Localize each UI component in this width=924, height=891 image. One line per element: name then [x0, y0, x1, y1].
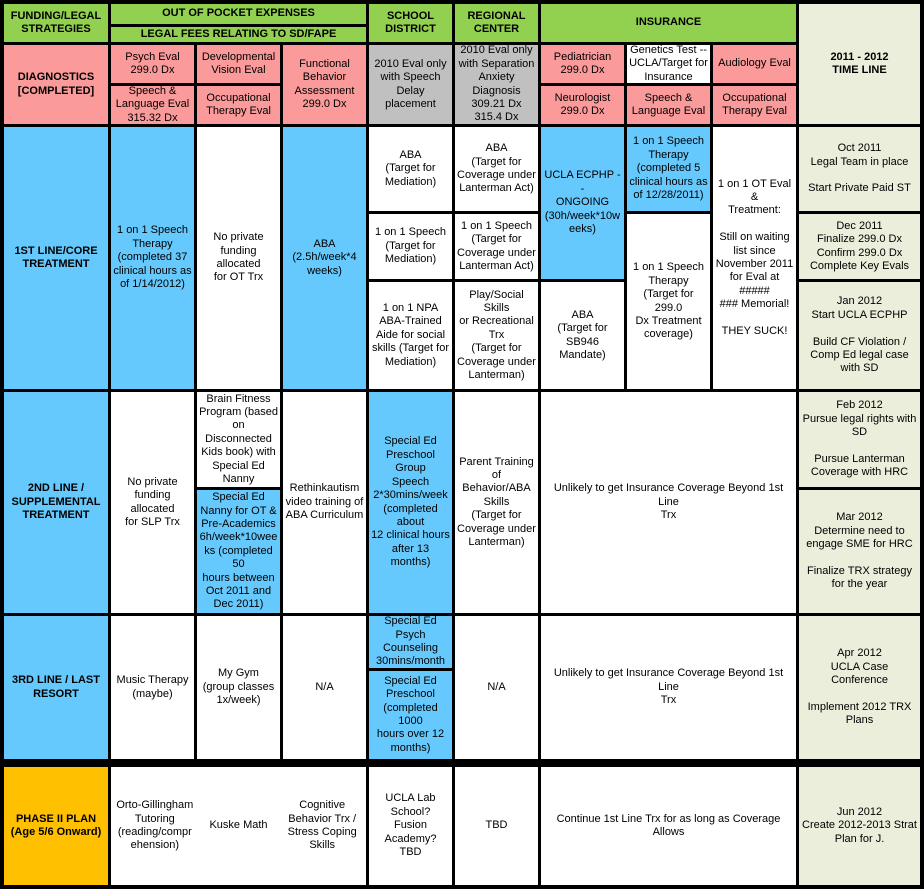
cell-occupational-therapy-eval: Occupational Therapy Eval: [197, 86, 280, 124]
cell-pediatrician: Pediatrician 299.0 Dx: [541, 45, 624, 83]
cell-1on1-speech-therapy-37hrs: 1 on 1 Speech Therapy (completed 37 clin…: [111, 127, 194, 389]
header-legal-fees-sd-fape: LEGAL FEES RELATING TO SD/FAPE: [111, 27, 366, 42]
cell-music-therapy: Music Therapy (maybe): [111, 616, 194, 759]
cell-cognitive-behavior-trx: Cognitive Behavior Trx / Stress Coping S…: [287, 799, 357, 852]
timeline-dec-2011: Dec 2011 Finalize 299.0 Dx Confirm 299.0…: [799, 214, 920, 279]
cell-ins-unlikely-coverage-3rd: Unlikely to get Insurance Coverage Beyon…: [541, 616, 796, 759]
timeline-jan-2012: Jan 2012 Start UCLA ECPHP Build CF Viola…: [799, 282, 920, 389]
cell-sd-phase2-schools: UCLA Lab School? Fusion Academy? TBD: [369, 767, 452, 885]
row-label-3rd-line-last-resort: 3RD LINE / LAST RESORT: [4, 616, 108, 759]
cell-rethinkautism-training: Rethinkautism video training of ABA Curr…: [283, 392, 366, 613]
cell-ins-aba-sb946: ABA (Target for SB946 Mandate): [541, 282, 624, 389]
cell-my-gym: My Gym (group classes 1x/week): [197, 616, 280, 759]
cell-ins-occupational-therapy-eval: Occupational Therapy Eval: [713, 86, 796, 124]
cell-rc-2010-eval-separation-anxiety: 2010 Eval only with Separation Anxiety D…: [455, 45, 538, 124]
cell-rc-aba-lanterman: ABA (Target for Coverage under Lanterman…: [455, 127, 538, 211]
cell-psych-eval: Psych Eval 299.0 Dx: [111, 45, 194, 83]
cell-sd-npa-aba-aide: 1 on 1 NPA ABA-Trained Aide for social s…: [369, 282, 452, 389]
header-timeline-2011-2012: 2011 - 2012 TIME LINE: [799, 4, 920, 124]
cell-audiology-eval: Audiology Eval: [713, 45, 796, 83]
cell-sd-special-ed-preschool: Special Ed Preschool (completed 1000 hou…: [369, 671, 452, 759]
cell-rc-na: N/A: [455, 616, 538, 759]
cell-functional-behavior-assessment: Functional Behavior Assessment 299.0 Dx: [283, 45, 366, 124]
header-regional-center: REGIONAL CENTER: [455, 4, 538, 42]
header-school-district: SCHOOL DISTRICT: [369, 4, 452, 42]
row-label-1st-line-core: 1ST LINE/CORE TREATMENT: [4, 127, 108, 389]
cell-sd-speech-mediation: 1 on 1 Speech (Target for Mediation): [369, 214, 452, 279]
cell-sd-aba-mediation: ABA (Target for Mediation): [369, 127, 452, 211]
timeline-jun-2012: Jun 2012 Create 2012-2013 Strat Plan for…: [799, 767, 920, 885]
cell-ucla-ecphp-ongoing: UCLA ECPHP -- ONGOING (30h/week*10weeks): [541, 127, 624, 279]
header-funding-legal-strategies: FUNDING/LEGAL STRATEGIES: [4, 4, 108, 42]
cell-rc-speech-lanterman: 1 on 1 Speech (Target for Coverage under…: [455, 214, 538, 279]
cell-ins-speech-target-299: 1 on 1 Speech Therapy (Target for 299.0 …: [627, 214, 710, 389]
cell-sd-2010-eval-speech-delay: 2010 Eval only with Speech Delay placeme…: [369, 45, 452, 124]
timeline-oct-2011: Oct 2011 Legal Team in place Start Priva…: [799, 127, 920, 211]
cell-sd-preschool-group-speech: Special Ed Preschool Group Speech 2*30mi…: [369, 392, 452, 613]
timeline-apr-2012: Apr 2012 UCLA Case Conference Implement …: [799, 616, 920, 759]
cell-special-ed-nanny-ot: Special Ed Nanny for OT & Pre-Academics …: [197, 490, 280, 613]
cell-rc-parent-training: Parent Training of Behavior/ABA Skills (…: [455, 392, 538, 613]
cell-speech-language-eval: Speech & Language Eval 315.32 Dx: [111, 86, 194, 124]
cell-aba-oop: ABA (2.5h/week*4 weeks): [283, 127, 366, 389]
cell-neurologist: Neurologist 299.0 Dx: [541, 86, 624, 124]
cell-kuske-math: Kuske Math: [209, 819, 268, 832]
cell-rc-play-social-skills: Play/Social Skills or Recreational Trx (…: [455, 282, 538, 389]
timeline-mar-2012: Mar 2012 Determine need to engage SME fo…: [799, 490, 920, 613]
cell-developmental-vision-eval: Developmental Vision Eval: [197, 45, 280, 83]
row-label-phase-2-plan: PHASE II PLAN (Age 5/6 Onward): [4, 767, 108, 885]
cell-ins-speech-language-eval: Speech & Language Eval: [627, 86, 710, 124]
cell-sd-psych-counseling: Special Ed Psych Counseling 30mins/month: [369, 616, 452, 668]
timeline-feb-2012: Feb 2012 Pursue legal rights with SD Pur…: [799, 392, 920, 487]
header-insurance: INSURANCE: [541, 4, 796, 42]
row-label-diagnostics: DIAGNOSTICS [COMPLETED]: [4, 45, 108, 124]
cell-ins-ot-eval-waiting-list: 1 on 1 OT Eval & Treatment: Still on wai…: [713, 127, 796, 389]
header-out-of-pocket-expenses: OUT OF POCKET EXPENSES: [111, 4, 366, 24]
cell-ins-unlikely-coverage-2nd: Unlikely to get Insurance Coverage Beyon…: [541, 392, 796, 613]
cell-no-private-funding-ot: No private funding allocated for OT Trx: [197, 127, 280, 389]
cell-ins-phase2-continue-1st-line: Continue 1st Line Trx for as long as Cov…: [541, 767, 796, 885]
cell-brain-fitness-program: Brain Fitness Program (based on Disconne…: [197, 392, 280, 487]
cell-ins-speech-completed-5hrs: 1 on 1 Speech Therapy (completed 5 clini…: [627, 127, 710, 211]
cell-orto-gillingham-tutoring: Orto-Gillingham Tutoring (reading/compre…: [116, 799, 194, 852]
row-label-2nd-line-supplemental: 2ND LINE / SUPPLEMENTAL TREATMENT: [4, 392, 108, 613]
cell-genetics-test: Genetics Test -- UCLA/Target for Insuran…: [627, 45, 710, 83]
cell-no-private-funding-slp: No private funding allocated for SLP Trx: [111, 392, 194, 613]
cell-phase2-out-of-pocket: Orto-Gillingham Tutoring (reading/compre…: [111, 767, 366, 885]
cell-na-out-of-pocket: N/A: [283, 616, 366, 759]
cell-rc-phase2-tbd: TBD: [455, 767, 538, 885]
